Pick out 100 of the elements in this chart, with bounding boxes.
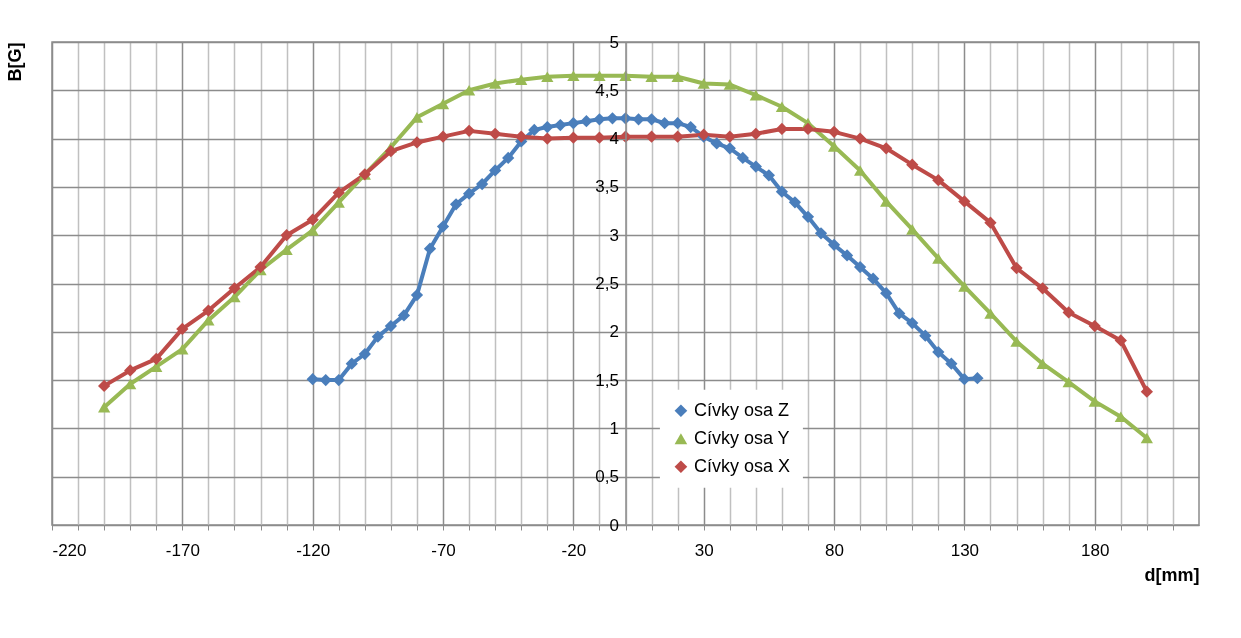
point [749, 127, 762, 140]
point [1140, 432, 1153, 444]
point [384, 319, 398, 333]
x-tick-label: 130 [950, 540, 980, 560]
y-tick-label: 4,5 [595, 80, 619, 100]
point [306, 373, 319, 386]
y-tick-label: 1,5 [595, 370, 619, 390]
point [502, 151, 515, 165]
point [254, 260, 267, 274]
y-axis-title: B[G] [4, 42, 25, 82]
y-tick-label: 0 [609, 515, 619, 535]
point [489, 78, 502, 89]
point [814, 227, 828, 240]
y-tick-label: 1 [609, 418, 619, 438]
legend-label: Cívky osa Y [693, 427, 790, 448]
point [345, 357, 358, 370]
point [775, 101, 789, 113]
point [515, 74, 528, 85]
point [658, 117, 671, 130]
point [906, 158, 919, 171]
point [319, 373, 332, 387]
x-tick-label: -170 [165, 540, 200, 560]
point [749, 160, 762, 173]
y-tick-label: 2,5 [595, 274, 619, 293]
point [880, 142, 893, 155]
point [528, 123, 541, 137]
point [853, 165, 867, 176]
point [280, 229, 293, 242]
point [736, 151, 749, 165]
point [827, 125, 841, 138]
point [684, 120, 697, 134]
y-tick-label: 0,5 [595, 467, 619, 487]
point [306, 213, 319, 226]
point [384, 145, 398, 158]
y-tick-label: 2 [609, 322, 619, 342]
point [867, 272, 880, 285]
point [775, 185, 789, 198]
point [853, 132, 867, 145]
y-tick-label: 3,5 [595, 177, 619, 197]
x-tick-label: 80 [825, 540, 845, 560]
point [436, 220, 450, 233]
x-tick-label: -220 [52, 540, 87, 560]
point [762, 169, 775, 182]
point [449, 198, 463, 211]
y-tick-label: 5 [609, 32, 619, 52]
legend-label: Cívky osa Z [693, 399, 789, 420]
point [462, 187, 476, 200]
point [410, 288, 424, 302]
point [176, 322, 189, 336]
point [932, 174, 945, 187]
point [410, 112, 424, 123]
point [723, 142, 736, 155]
x-axis-title: d[mm] [1144, 564, 1200, 585]
x-tick-label: -20 [561, 540, 587, 560]
legend-label: Cívky osa X [693, 455, 790, 476]
point [788, 196, 802, 209]
point [98, 379, 111, 393]
point [489, 164, 502, 177]
point [332, 373, 345, 387]
point [1088, 319, 1101, 333]
point [906, 224, 919, 235]
point [358, 347, 371, 361]
point [932, 345, 945, 359]
point [971, 372, 984, 385]
point [593, 113, 606, 126]
point [1114, 334, 1127, 347]
point [906, 316, 919, 330]
point [489, 127, 502, 140]
point [580, 115, 593, 128]
x-tick-label: -70 [431, 540, 456, 560]
point [801, 122, 815, 136]
point [710, 137, 723, 150]
x-tick-label: -120 [296, 540, 331, 560]
point [723, 79, 736, 90]
point [410, 136, 424, 149]
x-tick-label: 180 [1081, 540, 1110, 560]
point [919, 329, 932, 342]
point [436, 98, 450, 110]
point [462, 124, 476, 137]
point [1140, 385, 1153, 398]
point [880, 287, 893, 300]
point [840, 249, 854, 262]
point [1010, 261, 1023, 275]
point [423, 242, 437, 255]
point [462, 85, 476, 96]
point [541, 120, 554, 134]
point [436, 130, 450, 143]
point [1088, 396, 1101, 407]
point [476, 177, 489, 191]
point [397, 309, 411, 322]
point [827, 238, 841, 251]
point [567, 117, 580, 130]
point [332, 186, 345, 199]
point [124, 364, 137, 377]
y-tick-label: 3 [609, 225, 619, 245]
point [98, 401, 111, 413]
point [150, 352, 163, 365]
point [554, 118, 567, 132]
x-tick-label: 30 [694, 540, 714, 560]
point [853, 260, 867, 274]
